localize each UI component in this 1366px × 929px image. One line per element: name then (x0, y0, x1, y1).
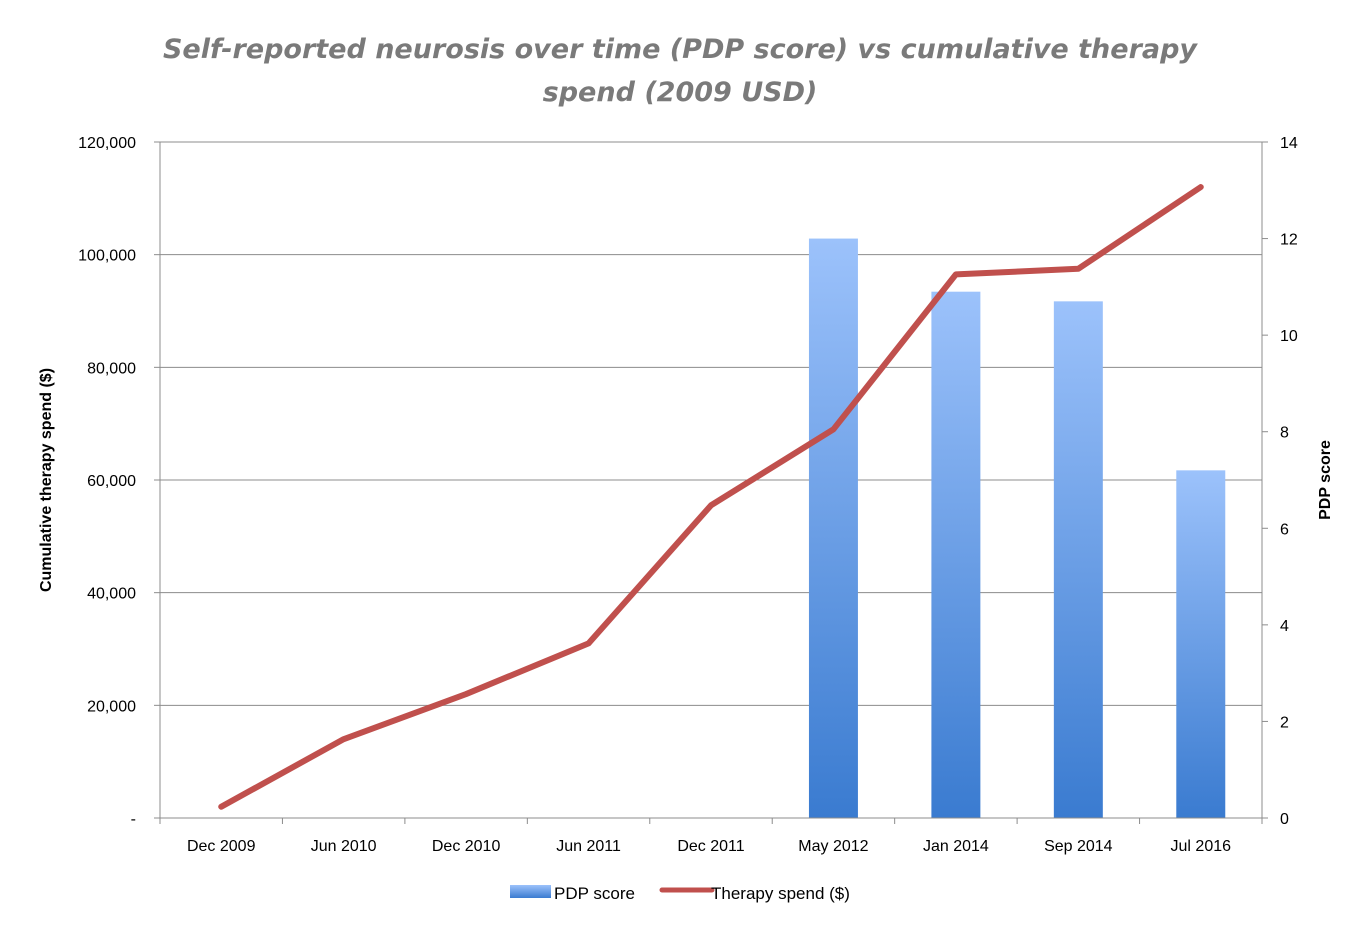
y-left-axis-title: Cumulative therapy spend ($) (38, 368, 55, 592)
y-right-tick-label: 12 (1280, 232, 1298, 249)
x-tick-label: Dec 2010 (432, 838, 501, 855)
y-left-tick-label: 60,000 (87, 473, 136, 490)
y-right-tick-label: 6 (1280, 521, 1289, 538)
x-tick-label: May 2012 (798, 838, 868, 855)
pdp-bars (808, 238, 1226, 819)
y-right-tick-label: 10 (1280, 328, 1298, 345)
y-left-tick-label: 40,000 (87, 586, 136, 603)
y-left-tick-label: 20,000 (87, 698, 136, 715)
y-right-tick-label: 8 (1280, 425, 1289, 442)
chart-title-line-2: spend (2009 USD) (543, 77, 818, 108)
pdp-bar (1176, 470, 1226, 818)
y-left-tick-label: 100,000 (78, 248, 136, 265)
legend-swatch-pdp-score (510, 885, 551, 898)
legend: PDP score Therapy spend ($) (510, 884, 850, 903)
therapy-spend-polyline (218, 184, 1204, 810)
x-tick-label: Sep 2014 (1044, 838, 1113, 855)
y-right-tick-label: 0 (1280, 811, 1289, 828)
therapy-spend-line (218, 184, 1204, 810)
legend-label-therapy-spend: Therapy spend ($) (711, 884, 850, 903)
y-right-tick-label: 2 (1280, 714, 1289, 731)
pdp-bar (1053, 301, 1103, 818)
pdp-bar (931, 291, 981, 819)
y-left-tick-label: - (131, 811, 136, 828)
x-tick-label: Jun 2011 (556, 838, 621, 855)
y-left-tick-label: 120,000 (78, 135, 136, 152)
x-tick-label: Dec 2011 (677, 838, 744, 855)
x-tick-label: Jan 2014 (923, 838, 989, 855)
y-left-tick-label: 80,000 (87, 360, 136, 377)
x-tick-label: Dec 2009 (187, 838, 256, 855)
legend-label-pdp-score: PDP score (554, 884, 635, 903)
y-right-axis-title: PDP score (1317, 440, 1334, 520)
y-right-tick-label: 14 (1280, 135, 1298, 152)
chart-title-line-1: Self-reported neurosis over time (PDP sc… (163, 34, 1198, 65)
x-tick-label: Jul 2016 (1171, 838, 1232, 855)
axes (154, 141, 1268, 824)
pdp-bar (808, 238, 858, 819)
x-tick-label: Jun 2010 (311, 838, 377, 855)
y-right-tick-label: 4 (1280, 618, 1289, 635)
tick-labels: Dec 2009 Jun 2010 Dec 2010 Jun 2011 Dec 2011… (78, 135, 1298, 855)
